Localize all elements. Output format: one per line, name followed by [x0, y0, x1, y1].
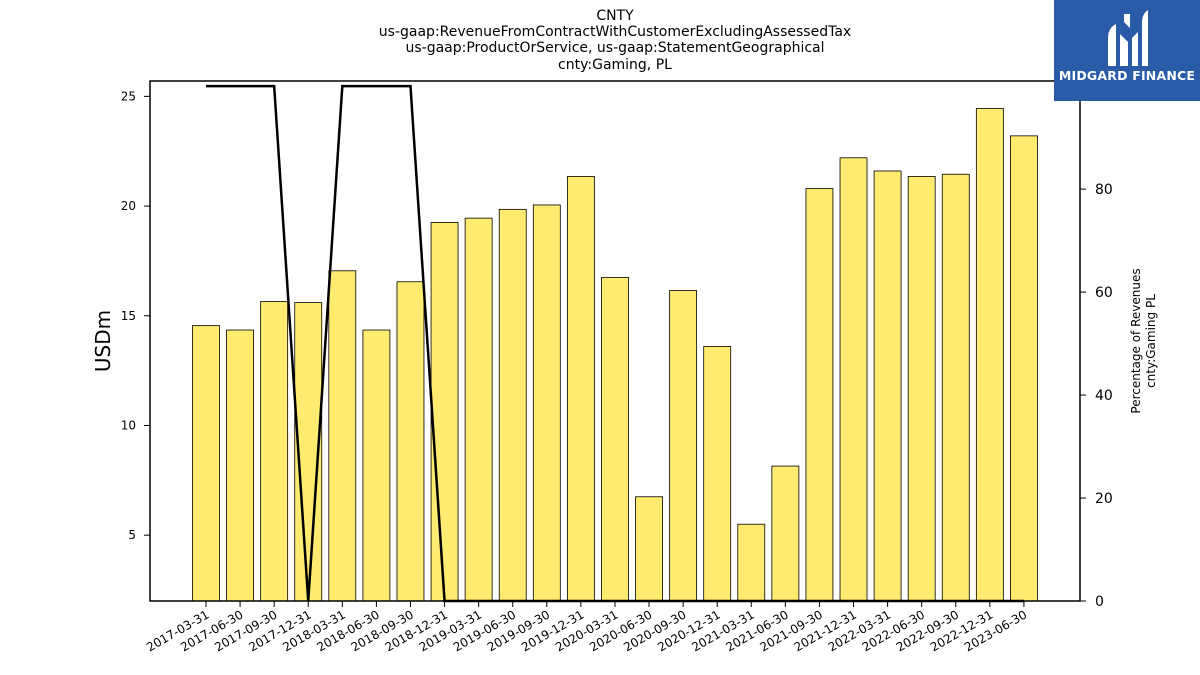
bar	[328, 270, 357, 602]
bar	[975, 108, 1004, 602]
bar	[1010, 135, 1038, 602]
midgard-finance-logo: MIDGARD FINANCE	[1054, 0, 1200, 101]
bar	[737, 523, 766, 602]
chart-subtitle-line: us-gaap:ProductOrService, us-gaap:Statem…	[405, 40, 824, 56]
bar	[941, 173, 970, 602]
bar	[703, 346, 732, 602]
bar	[464, 217, 493, 602]
bar	[192, 325, 220, 602]
right-y-tick-label: 40	[1095, 388, 1113, 404]
bar	[873, 170, 902, 602]
bar	[430, 222, 459, 602]
right-y-axis-label-line: Percentage of Revenues	[1129, 268, 1143, 413]
bar	[669, 290, 698, 602]
bar	[260, 301, 289, 602]
right-y-tick-label: 80	[1095, 182, 1113, 198]
chart-title-line: us-gaap:RevenueFromContractWithCustomerE…	[379, 24, 851, 40]
logo-text: MIDGARD FINANCE	[1058, 68, 1196, 83]
right-y-axis-label-line: cnty:Gaming PL	[1144, 294, 1158, 388]
x-axis: 2017-03-312017-06-302017-09-302017-12-31…	[144, 601, 1029, 654]
bar	[396, 281, 425, 602]
bar	[566, 176, 595, 602]
bar	[839, 157, 868, 602]
right-y-tick-label: 60	[1095, 285, 1113, 301]
chart-title-line: CNTY	[596, 8, 634, 24]
logo-mark-icon	[1108, 10, 1148, 66]
bar	[532, 204, 561, 602]
bar	[226, 329, 254, 602]
bar	[805, 188, 834, 602]
bar	[362, 329, 391, 602]
chart-title: CNTY us-gaap:RevenueFromContractWithCust…	[379, 8, 851, 73]
y-axis-label: USDm	[91, 310, 115, 372]
bar	[771, 465, 800, 602]
left-y-axis: 5 10 15 20 25	[121, 89, 150, 542]
right-y-axis: 020406080100	[1080, 79, 1122, 610]
y-tick-label: 5	[128, 528, 136, 542]
bar	[601, 276, 629, 602]
right-y-tick-label: 0	[1095, 594, 1104, 610]
right-y-axis-label: Percentage of Revenues cnty:Gaming PL	[1129, 268, 1158, 413]
chart-subtitle-line: cnty:Gaming, PL	[558, 57, 672, 73]
y-tick-label: 15	[121, 309, 136, 323]
y-tick-label: 25	[121, 89, 136, 103]
bar-series	[192, 108, 1038, 602]
y-tick-label: 20	[121, 199, 136, 213]
bar	[907, 176, 936, 602]
bar	[498, 208, 527, 602]
y-tick-label: 10	[121, 418, 136, 432]
bar	[635, 496, 663, 602]
right-y-tick-label: 20	[1095, 491, 1113, 507]
